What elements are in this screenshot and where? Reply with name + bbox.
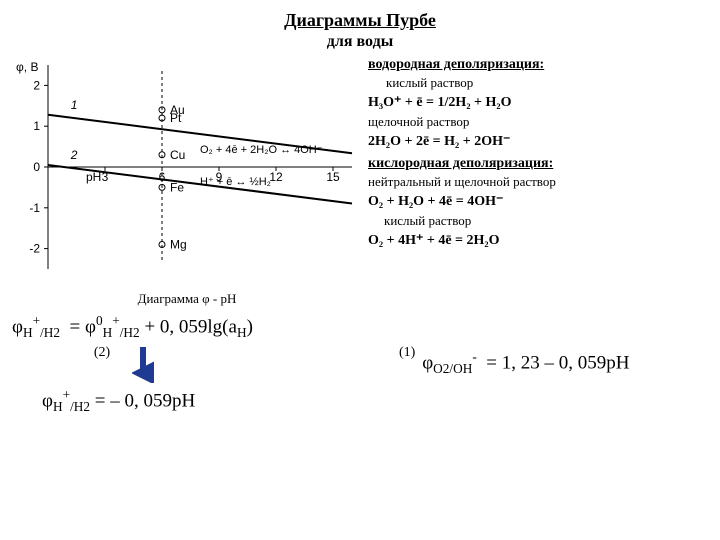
svg-text:2: 2 — [33, 78, 40, 92]
o-acid-eq: O₂ + 4H⁺ + 4ē = 2H₂O — [368, 232, 708, 249]
oxygen-header: кислородная деполяризация: — [368, 156, 708, 172]
svg-text:2: 2 — [70, 148, 78, 162]
h-base-eq: 2H₂O + 2ē = H₂ + 2OH⁻ — [368, 133, 708, 150]
right-equation: φO2/OH- = 1, 23 – 0, 059pH — [422, 349, 708, 379]
h-acid-note: кислый раствор — [368, 75, 708, 91]
o-neutral-note: нейтральный и щелочной раствор — [368, 174, 708, 190]
lower-row: (2) (1) φO2/OH- = 1, 23 – 0, 059pH — [12, 345, 708, 383]
bottom-block: φH+/H2 = φ0H+/H2 + 0, 059lg(aH) (2) (1) … — [12, 313, 708, 415]
svg-text:-1: -1 — [29, 201, 40, 215]
o-neutral-eq: O₂ + H₂O + 4ē = 4OH⁻ — [368, 193, 708, 210]
bottom-equation: φH+/H2 = – 0, 059pH — [42, 387, 708, 415]
content-row: -2-10123691215φ, BpHAuPtCuFeMg1O₂ + 4ē +… — [12, 57, 708, 287]
pourbaix-diagram: -2-10123691215φ, BpHAuPtCuFeMg1O₂ + 4ē +… — [12, 57, 362, 287]
svg-text:15: 15 — [326, 170, 340, 184]
equations-column: водородная деполяризация: кислый раствор… — [362, 57, 708, 287]
svg-text:H⁺ + ē ↔ ½H₂: H⁺ + ē ↔ ½H₂ — [200, 176, 271, 188]
h-base-note: щелочной раствор — [368, 114, 708, 130]
svg-text:1: 1 — [71, 98, 78, 112]
svg-text:φ, B: φ, B — [16, 60, 38, 74]
main-equation: φH+/H2 = φ0H+/H2 + 0, 059lg(aH) — [12, 313, 708, 341]
mark-2: (2) — [72, 345, 132, 383]
svg-text:Cu: Cu — [170, 148, 185, 162]
h-acid-eq: H₃O⁺ + ē = 1/2H₂ + H₂O — [368, 94, 708, 111]
svg-text:Pt: Pt — [170, 111, 182, 125]
diagram-caption: Диаграмма φ - pH — [12, 291, 362, 307]
o-acid-note: кислый раствор — [368, 213, 708, 229]
hydrogen-header: водородная деполяризация: — [368, 57, 708, 73]
page-title: Диаграммы Пурбе — [12, 10, 708, 31]
svg-text:12: 12 — [269, 170, 283, 184]
mark-1: (1) — [392, 345, 422, 383]
svg-text:-2: -2 — [29, 242, 40, 256]
svg-text:O₂ + 4ē + 2H₂O ↔ 4OH⁻: O₂ + 4ē + 2H₂O ↔ 4OH⁻ — [200, 144, 323, 156]
svg-text:Mg: Mg — [170, 238, 187, 252]
svg-text:1: 1 — [33, 119, 40, 133]
svg-text:0: 0 — [33, 160, 40, 174]
page-subtitle: для воды — [12, 33, 708, 51]
down-arrow-icon — [132, 345, 154, 383]
